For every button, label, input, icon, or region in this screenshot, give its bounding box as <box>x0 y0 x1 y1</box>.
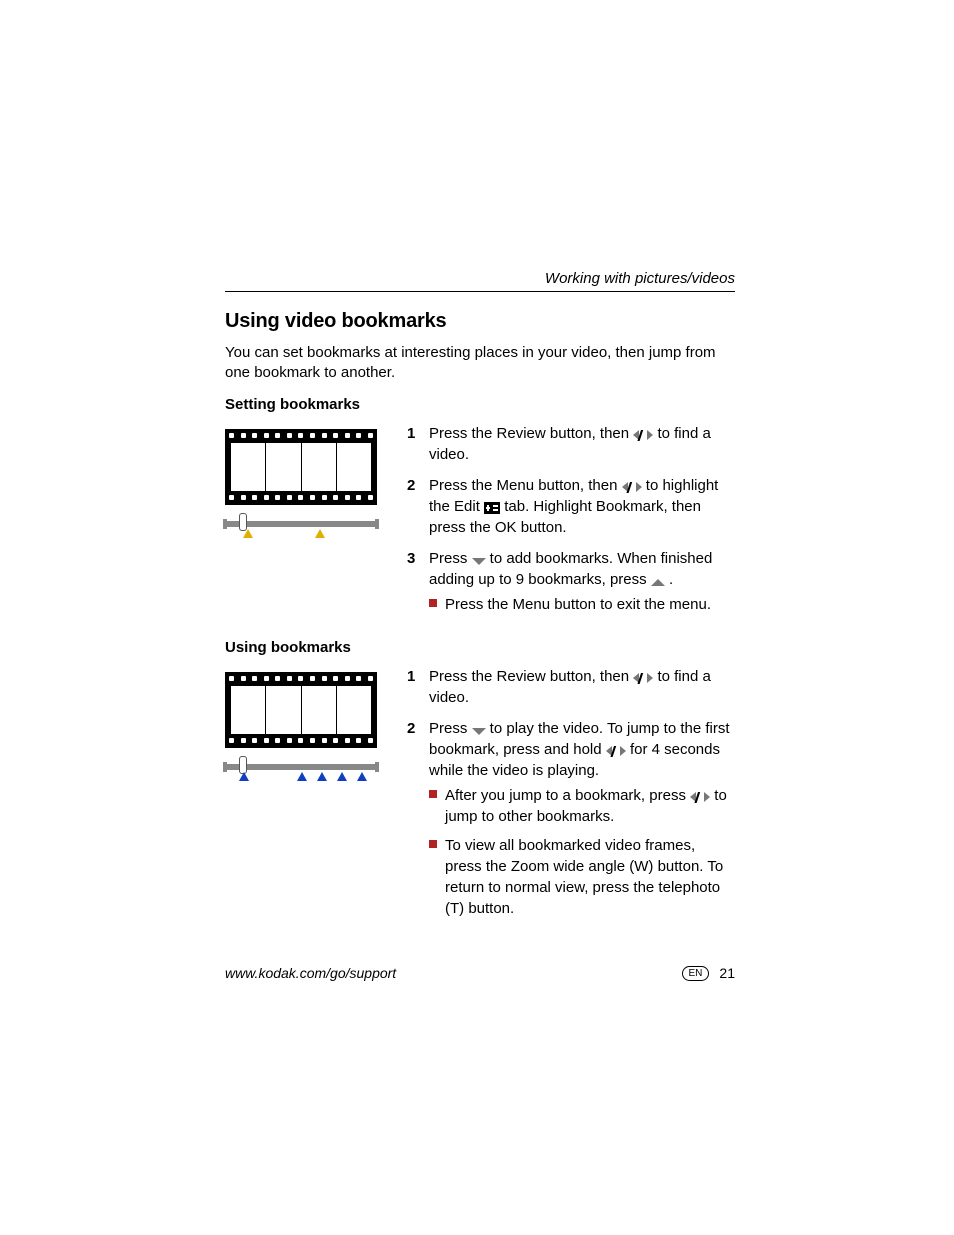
illustration-using <box>225 666 385 786</box>
bullet-2-1: After you jump to a bookmark, press to j… <box>429 785 735 827</box>
page-number: 21 <box>719 965 735 981</box>
down-arrow-icon <box>472 728 486 736</box>
step-2-1: 1 Press the Review button, then to find … <box>407 666 735 708</box>
footer-url: www.kodak.com/go/support <box>225 965 396 981</box>
left-right-icon <box>633 430 653 441</box>
bullet-1-1: Press the Menu button to exit the menu. <box>429 594 735 615</box>
subhead-using: Using bookmarks <box>225 639 735 656</box>
step-1-3: 3 Press to add bookmarks. When finished … <box>407 548 735 623</box>
page-title: Using video bookmarks <box>225 310 735 333</box>
left-right-icon <box>606 746 626 757</box>
illustration-setting <box>225 423 385 543</box>
step-1-1: 1 Press the Review button, then to find … <box>407 423 735 465</box>
lang-badge: EN <box>682 966 710 981</box>
intro-text: You can set bookmarks at interesting pla… <box>225 343 735 384</box>
page-footer: www.kodak.com/go/support EN 21 <box>225 965 735 981</box>
step-2-2: 2 Press to play the video. To jump to th… <box>407 718 735 927</box>
edit-tab-icon <box>484 502 500 514</box>
up-arrow-icon <box>651 579 665 587</box>
left-right-icon <box>622 482 642 493</box>
down-arrow-icon <box>472 558 486 566</box>
subhead-setting: Setting bookmarks <box>225 396 735 413</box>
step-1-2: 2 Press the Menu button, then to highlig… <box>407 475 735 538</box>
bullet-2-2: To view all bookmarked video frames, pre… <box>429 835 735 919</box>
left-right-icon <box>633 673 653 684</box>
chapter-header: Working with pictures/videos <box>225 270 735 292</box>
left-right-icon <box>690 792 710 803</box>
